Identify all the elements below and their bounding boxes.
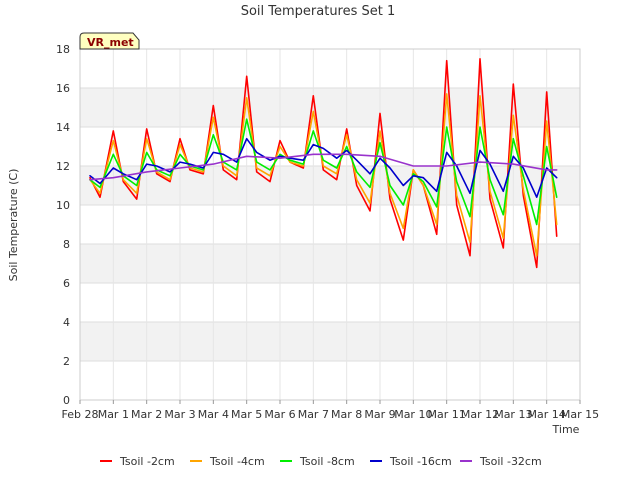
legend-label: Tsoil -16cm	[389, 455, 452, 468]
series-line-tsoil-2cm	[89, 57, 558, 269]
x-tick-label: Mar 9	[364, 408, 395, 421]
plot-background	[80, 49, 580, 400]
legend-label: Tsoil -8cm	[299, 455, 355, 468]
plot-band	[80, 361, 580, 400]
y-axis: 0 2 4 6 8 10 12 14 16 18	[56, 43, 70, 407]
y-tick-label: 4	[63, 316, 70, 329]
y-axis-label: Soil Temperature (C)	[7, 169, 20, 282]
y-tick-label: 18	[56, 43, 70, 56]
legend-label: Tsoil -4cm	[209, 455, 265, 468]
station-badge: VR_met	[79, 32, 140, 50]
y-tick-label: 14	[56, 121, 70, 134]
plot-band	[80, 88, 580, 127]
x-tick-label: Mar 3	[164, 408, 195, 421]
y-tick-label: 10	[56, 199, 70, 212]
y-tick-label: 16	[56, 82, 70, 95]
chart-title: Soil Temperatures Set 1	[241, 4, 396, 19]
plot-band	[80, 127, 580, 166]
x-tick-label: Mar 15	[561, 408, 599, 421]
x-tick-label: Feb 28	[62, 408, 99, 421]
plot-band	[80, 283, 580, 322]
x-tick-label: Mar 14	[528, 408, 566, 421]
series-line-tsoil-4cm	[89, 93, 558, 257]
y-tick-label: 8	[63, 238, 70, 251]
series-lines	[89, 57, 558, 269]
plot-band	[80, 322, 580, 361]
plot-band	[80, 244, 580, 283]
plot-band	[80, 49, 580, 88]
series-line-tsoil-8cm	[89, 118, 558, 226]
x-axis-label: Time	[552, 423, 580, 436]
x-tick-label: Mar 13	[494, 408, 532, 421]
x-tick-label: Mar 10	[394, 408, 432, 421]
legend-label: Tsoil -32cm	[479, 455, 542, 468]
y-tick-label: 12	[56, 160, 70, 173]
x-tick-label: Mar 7	[298, 408, 329, 421]
legend: Tsoil -2cm Tsoil -4cm Tsoil -8cm Tsoil -16c…	[100, 455, 542, 468]
x-tick-label: Mar 11	[428, 408, 466, 421]
series-line-tsoil-32cm	[89, 153, 558, 181]
y-tick-label: 6	[63, 277, 70, 290]
x-axis: Feb 28 Mar 1 Mar 2 Mar 3 Mar 4 Mar 5 Mar 6 Mar …	[62, 400, 599, 421]
x-tick-label: Mar 1	[98, 408, 129, 421]
x-tick-label: Mar 4	[198, 408, 229, 421]
series-line-tsoil-16cm	[89, 137, 558, 198]
badge-label: VR_met	[87, 36, 134, 49]
y-tick-label: 2	[63, 355, 70, 368]
badge-shape	[79, 32, 140, 50]
plot-frame	[79, 48, 581, 401]
x-tick-label: Mar 2	[131, 408, 162, 421]
x-tick-label: Mar 12	[461, 408, 499, 421]
x-tick-label: Mar 6	[264, 408, 295, 421]
y-tick-label: 0	[63, 394, 70, 407]
legend-label: Tsoil -2cm	[119, 455, 175, 468]
x-tick-label: Mar 8	[331, 408, 362, 421]
x-tick-label: Mar 5	[231, 408, 262, 421]
